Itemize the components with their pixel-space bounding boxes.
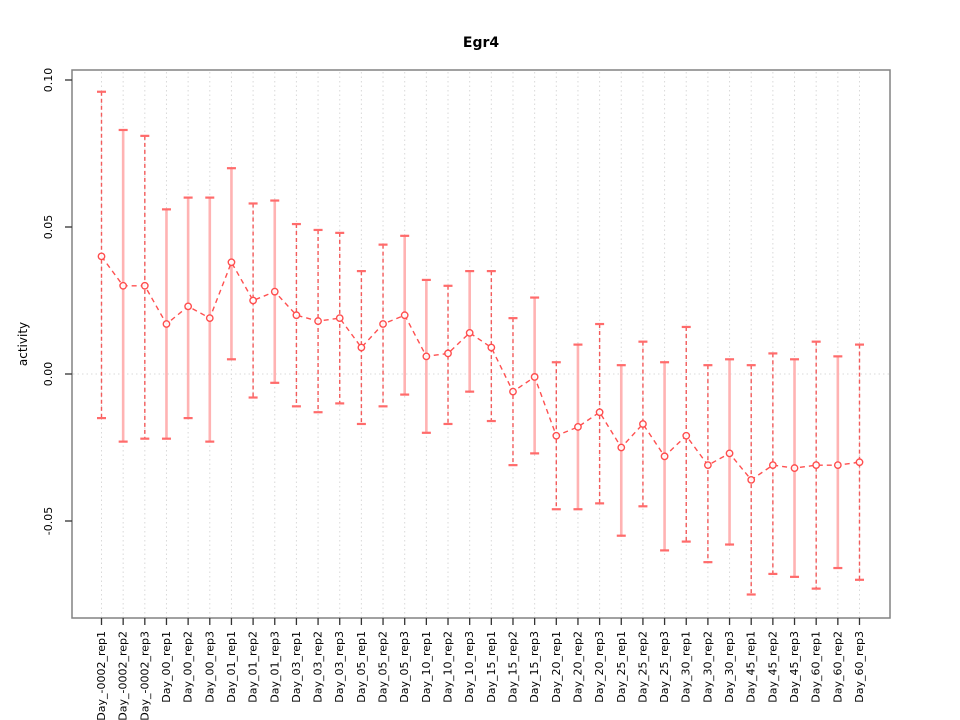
x-tick-label: Day_00_rep1 bbox=[160, 631, 173, 703]
data-point bbox=[249, 296, 257, 305]
data-point bbox=[227, 258, 236, 267]
data-point bbox=[855, 458, 864, 467]
x-tick-label: Day_03_rep3 bbox=[333, 631, 346, 703]
x-tick-label: Day_25_rep3 bbox=[658, 631, 671, 703]
error-bar bbox=[595, 322, 605, 505]
x-tick-label: Day_00_rep3 bbox=[203, 631, 216, 703]
data-point bbox=[184, 302, 193, 311]
x-tick-label: Day_15_rep1 bbox=[485, 631, 498, 703]
error-bar bbox=[356, 270, 366, 426]
data-point bbox=[768, 461, 777, 470]
data-point bbox=[205, 314, 214, 323]
error-bar bbox=[768, 352, 778, 576]
x-tick-label: Day_60_rep2 bbox=[831, 631, 844, 703]
series-line bbox=[100, 255, 860, 481]
grid-layer bbox=[73, 72, 889, 617]
data-point bbox=[400, 311, 409, 320]
y-tick-label: 0.00 bbox=[42, 362, 55, 387]
chart-title: Egr4 bbox=[463, 35, 499, 51]
data-point bbox=[314, 317, 322, 325]
data-point bbox=[703, 461, 712, 470]
data-point bbox=[422, 352, 431, 361]
x-tick-label: Day_15_rep2 bbox=[506, 631, 519, 703]
y-tick-label: 0.10 bbox=[42, 68, 55, 93]
x-tick-label: Day_10_rep3 bbox=[463, 631, 476, 703]
data-point bbox=[682, 431, 691, 440]
x-tick-label: Day_03_rep2 bbox=[312, 631, 325, 703]
data-point bbox=[790, 464, 799, 472]
x-tick-label: Day_45_rep1 bbox=[745, 631, 758, 703]
x-tick-label: Day_25_rep1 bbox=[615, 631, 628, 703]
error-bar bbox=[443, 284, 453, 426]
x-tick-label: Day_20_rep3 bbox=[593, 631, 606, 703]
data-point bbox=[725, 449, 734, 458]
plot-box bbox=[71, 69, 891, 619]
y-tick-label: -0.05 bbox=[42, 507, 55, 535]
data-point bbox=[292, 311, 301, 320]
x-tick-label: Day_05_rep2 bbox=[377, 631, 390, 703]
data-point bbox=[97, 252, 106, 261]
data-point bbox=[119, 281, 128, 290]
error-bar bbox=[140, 134, 150, 440]
x-tick-label: Day_05_rep3 bbox=[398, 631, 411, 703]
data-point bbox=[552, 431, 561, 440]
data-point bbox=[444, 349, 452, 358]
data-point bbox=[379, 320, 387, 328]
x-tick-label: Day_15_rep3 bbox=[528, 631, 541, 703]
error-bar bbox=[638, 340, 648, 508]
x-tick-label: Day_60_rep3 bbox=[853, 631, 866, 703]
data-point bbox=[833, 461, 842, 470]
x-tick-label: Day_05_rep1 bbox=[355, 631, 368, 703]
x-tick-label: Day_30_rep1 bbox=[680, 631, 693, 703]
data-point bbox=[465, 328, 474, 337]
data-point bbox=[812, 461, 821, 470]
y-axis-label: activity bbox=[16, 322, 30, 366]
data-point bbox=[162, 320, 171, 328]
x-tick-label: Day_00_rep2 bbox=[182, 631, 195, 703]
x-tick-label: Day_01_rep1 bbox=[225, 631, 238, 703]
error-bars-layer bbox=[97, 90, 864, 596]
data-point bbox=[357, 343, 366, 352]
x-tick-label: Day_20_rep2 bbox=[571, 631, 584, 703]
data-point bbox=[487, 343, 496, 352]
x-tick-label: Day_45_rep3 bbox=[788, 631, 801, 703]
x-tick-label: Day_01_rep2 bbox=[247, 631, 260, 703]
data-point bbox=[509, 387, 517, 396]
y-tick-label: 0.05 bbox=[42, 215, 55, 240]
data-point bbox=[530, 373, 539, 381]
data-point bbox=[574, 423, 582, 431]
x-tick-label: Day_30_rep3 bbox=[723, 631, 736, 703]
x-tick-label: Day_-0002_rep2 bbox=[117, 631, 130, 720]
data-point bbox=[617, 443, 626, 452]
x-tick-label: Day_-0002_rep1 bbox=[95, 631, 108, 720]
error-bar bbox=[811, 340, 821, 590]
x-tick-label: Day_30_rep2 bbox=[701, 631, 714, 703]
data-point bbox=[270, 287, 279, 296]
error-bar bbox=[486, 270, 496, 423]
x-tick-label: Day_-0002_rep3 bbox=[138, 631, 151, 720]
error-bar bbox=[248, 202, 258, 399]
data-point bbox=[140, 281, 149, 290]
data-point bbox=[660, 452, 669, 461]
data-point bbox=[335, 314, 344, 323]
x-tick-label: Day_60_rep1 bbox=[810, 631, 823, 703]
data-point bbox=[639, 420, 647, 428]
axes-layer: 0.10 0.05 0.00 -0.05 Day_-0002_rep1 Day_-0002… bbox=[42, 68, 891, 720]
x-tick-label: Day_25_rep2 bbox=[636, 631, 649, 703]
x-tick-label: Day_01_rep3 bbox=[268, 631, 281, 703]
x-tick-label: Day_10_rep1 bbox=[420, 631, 433, 703]
x-tick-label: Day_45_rep2 bbox=[766, 631, 779, 703]
x-tick-label: Day_10_rep2 bbox=[442, 631, 455, 703]
x-tick-label: Day_03_rep1 bbox=[290, 631, 303, 703]
data-point bbox=[595, 408, 604, 417]
data-point bbox=[747, 475, 756, 484]
error-bar bbox=[854, 343, 864, 581]
x-tick-label: Day_20_rep1 bbox=[550, 631, 563, 703]
